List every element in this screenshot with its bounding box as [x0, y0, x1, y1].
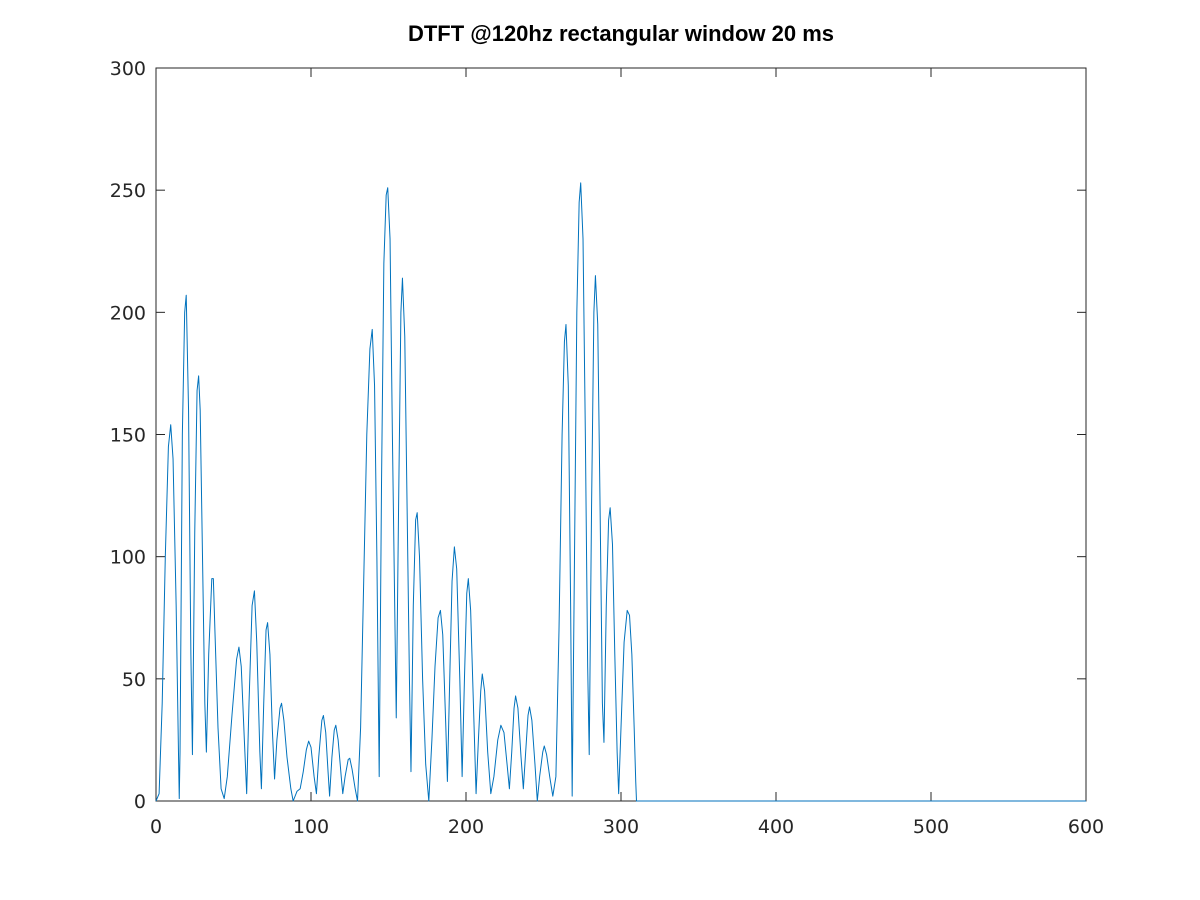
x-tick-label: 0: [150, 816, 162, 838]
y-tick-labels: 0 50 100 150 200 250 300: [110, 58, 146, 813]
x-tick-labels: 0 100 200 300 400 500 600: [150, 816, 1104, 838]
y-tick-label: 300: [110, 58, 146, 80]
y-tick-label: 100: [110, 547, 146, 569]
series-line-1: [155, 182, 1086, 802]
y-tick-label: 0: [134, 791, 146, 813]
series-layer: [155, 182, 1086, 802]
y-tick-label: 200: [110, 302, 146, 324]
x-tick-label: 100: [293, 816, 329, 838]
y-tick-label: 250: [110, 180, 146, 202]
x-tick-label: 400: [758, 816, 794, 838]
x-tick-label: 500: [913, 816, 949, 838]
y-tick-label: 50: [122, 669, 146, 691]
x-tick-label: 300: [603, 816, 639, 838]
x-tick-label: 200: [448, 816, 484, 838]
y-tick-label: 150: [110, 425, 146, 447]
x-tick-label: 600: [1068, 816, 1104, 838]
chart-title: DTFT @120hz rectangular window 20 ms: [408, 21, 834, 46]
plot-area: [155, 67, 1087, 802]
axis-ticks: [155, 67, 1087, 802]
